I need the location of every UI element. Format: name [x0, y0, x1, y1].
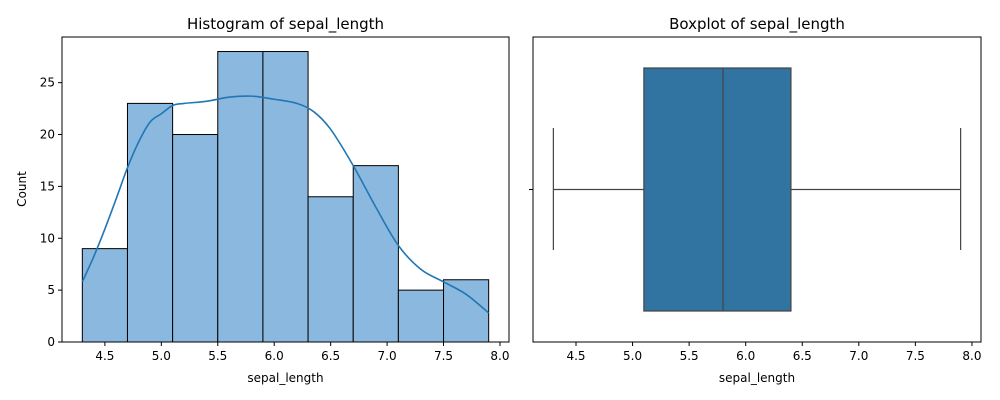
boxplot-x-axis-label: sepal_length — [719, 371, 795, 385]
kde-line — [81, 95, 490, 314]
histogram-bar — [307, 196, 354, 343]
x-tick-label: 5.5 — [680, 349, 699, 363]
x-tick-label: 6.5 — [321, 349, 340, 363]
x-tick-label: 7.5 — [906, 349, 925, 363]
histogram-x-ticks: 4.5 5.0 5.5 6.0 6.5 7.0 7.5 8.0 — [95, 342, 510, 363]
x-tick-label: 6.0 — [736, 349, 755, 363]
x-tick-label: 4.5 — [95, 349, 114, 363]
y-tick-label: 0 — [47, 335, 55, 349]
boxplot-elements — [552, 67, 962, 312]
x-tick-label: 5.0 — [623, 349, 642, 363]
y-tick-label: 25 — [40, 76, 55, 90]
histogram-bar — [262, 51, 309, 343]
histogram-axes-frame — [61, 36, 510, 343]
x-tick-label: 4.5 — [566, 349, 585, 363]
histogram-bar — [352, 165, 399, 343]
y-tick-label: 5 — [47, 283, 55, 297]
x-tick-label: 7.0 — [849, 349, 868, 363]
boxplot-title: Boxplot of sepal_length — [669, 15, 845, 34]
x-tick-label: 6.5 — [793, 349, 812, 363]
x-tick-label: 8.0 — [962, 349, 981, 363]
y-tick-label: 15 — [40, 179, 55, 193]
y-tick-label: 10 — [40, 231, 55, 245]
histogram-bar — [397, 289, 445, 343]
x-tick-label: 7.0 — [378, 349, 397, 363]
histogram-bars — [81, 51, 490, 343]
x-tick-label: 6.0 — [265, 349, 284, 363]
histogram-title: Histogram of sepal_length — [187, 15, 384, 34]
histogram-bar — [443, 279, 490, 343]
boxplot-x-ticks: 4.5 5.0 5.5 6.0 6.5 7.0 7.5 8.0 — [566, 342, 981, 363]
x-tick-label: 5.5 — [208, 349, 227, 363]
x-tick-label: 7.5 — [434, 349, 453, 363]
y-tick-label: 20 — [40, 128, 55, 142]
histogram-bar — [126, 102, 174, 343]
histogram-bar — [81, 248, 128, 343]
histogram-subplot: Histogram of sepal_length 4.5 5.0 5.5 6.0 6.… — [15, 15, 510, 385]
x-tick-label: 8.0 — [490, 349, 509, 363]
histogram-y-axis-label: Count — [15, 171, 29, 207]
boxplot-subplot: Boxplot of sepal_length 4.5 5.0 5.5 6.0 6.5 7… — [529, 15, 982, 385]
histogram-bar — [217, 51, 264, 343]
iqr-box — [643, 67, 792, 312]
histogram-y-ticks: 0 5 10 15 20 25 — [40, 76, 62, 349]
histogram-x-axis-label: sepal_length — [247, 371, 323, 385]
x-tick-label: 5.0 — [152, 349, 171, 363]
histogram-bar — [172, 134, 219, 343]
